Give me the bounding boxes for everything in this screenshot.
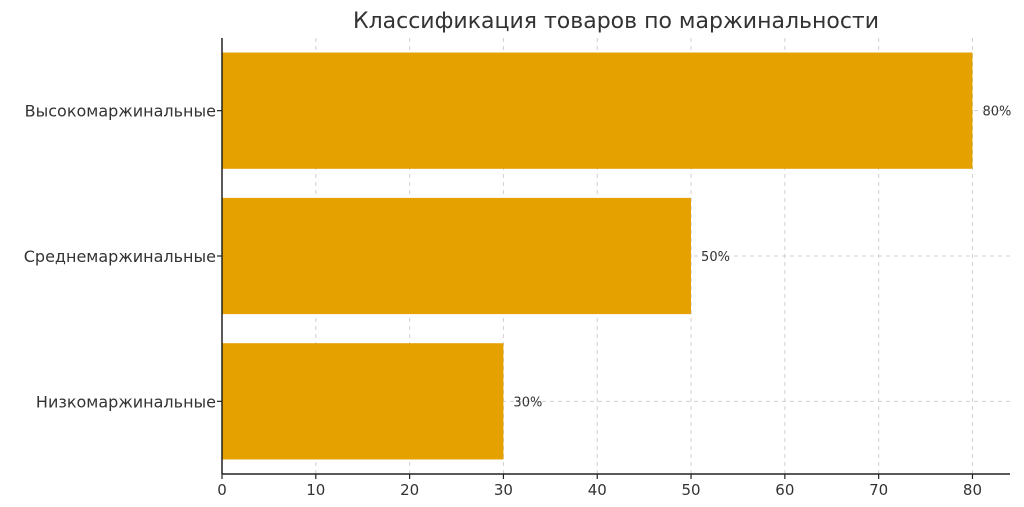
x-tick-label: 10	[306, 481, 325, 499]
category-label: Среднемаржинальные	[24, 247, 216, 266]
bar	[222, 52, 973, 169]
category-label: Низкомаржинальные	[36, 392, 216, 411]
x-tick-label: 50	[682, 481, 701, 499]
value-label: 80%	[982, 105, 1011, 120]
x-tick-label: 30	[494, 481, 513, 499]
x-tick-label: 60	[775, 481, 794, 499]
x-tick-label: 20	[400, 481, 419, 499]
labels: 0 10 20 30 40 50 60 70 80 Высокомаржинальные 80% Ср…	[24, 102, 1012, 499]
x-tick-label: 70	[869, 481, 888, 499]
value-label: 30%	[513, 395, 542, 410]
bar	[222, 197, 692, 315]
x-tick-label: 0	[217, 481, 227, 499]
bars	[222, 52, 973, 460]
bar	[222, 343, 504, 460]
chart-title: Классификация товаров по маржинальности	[353, 9, 879, 34]
category-label: Высокомаржинальные	[25, 102, 216, 121]
axes	[217, 38, 1010, 479]
x-tick-label: 40	[588, 481, 607, 499]
x-tick-label: 80	[963, 481, 982, 499]
value-label: 50%	[701, 250, 730, 265]
